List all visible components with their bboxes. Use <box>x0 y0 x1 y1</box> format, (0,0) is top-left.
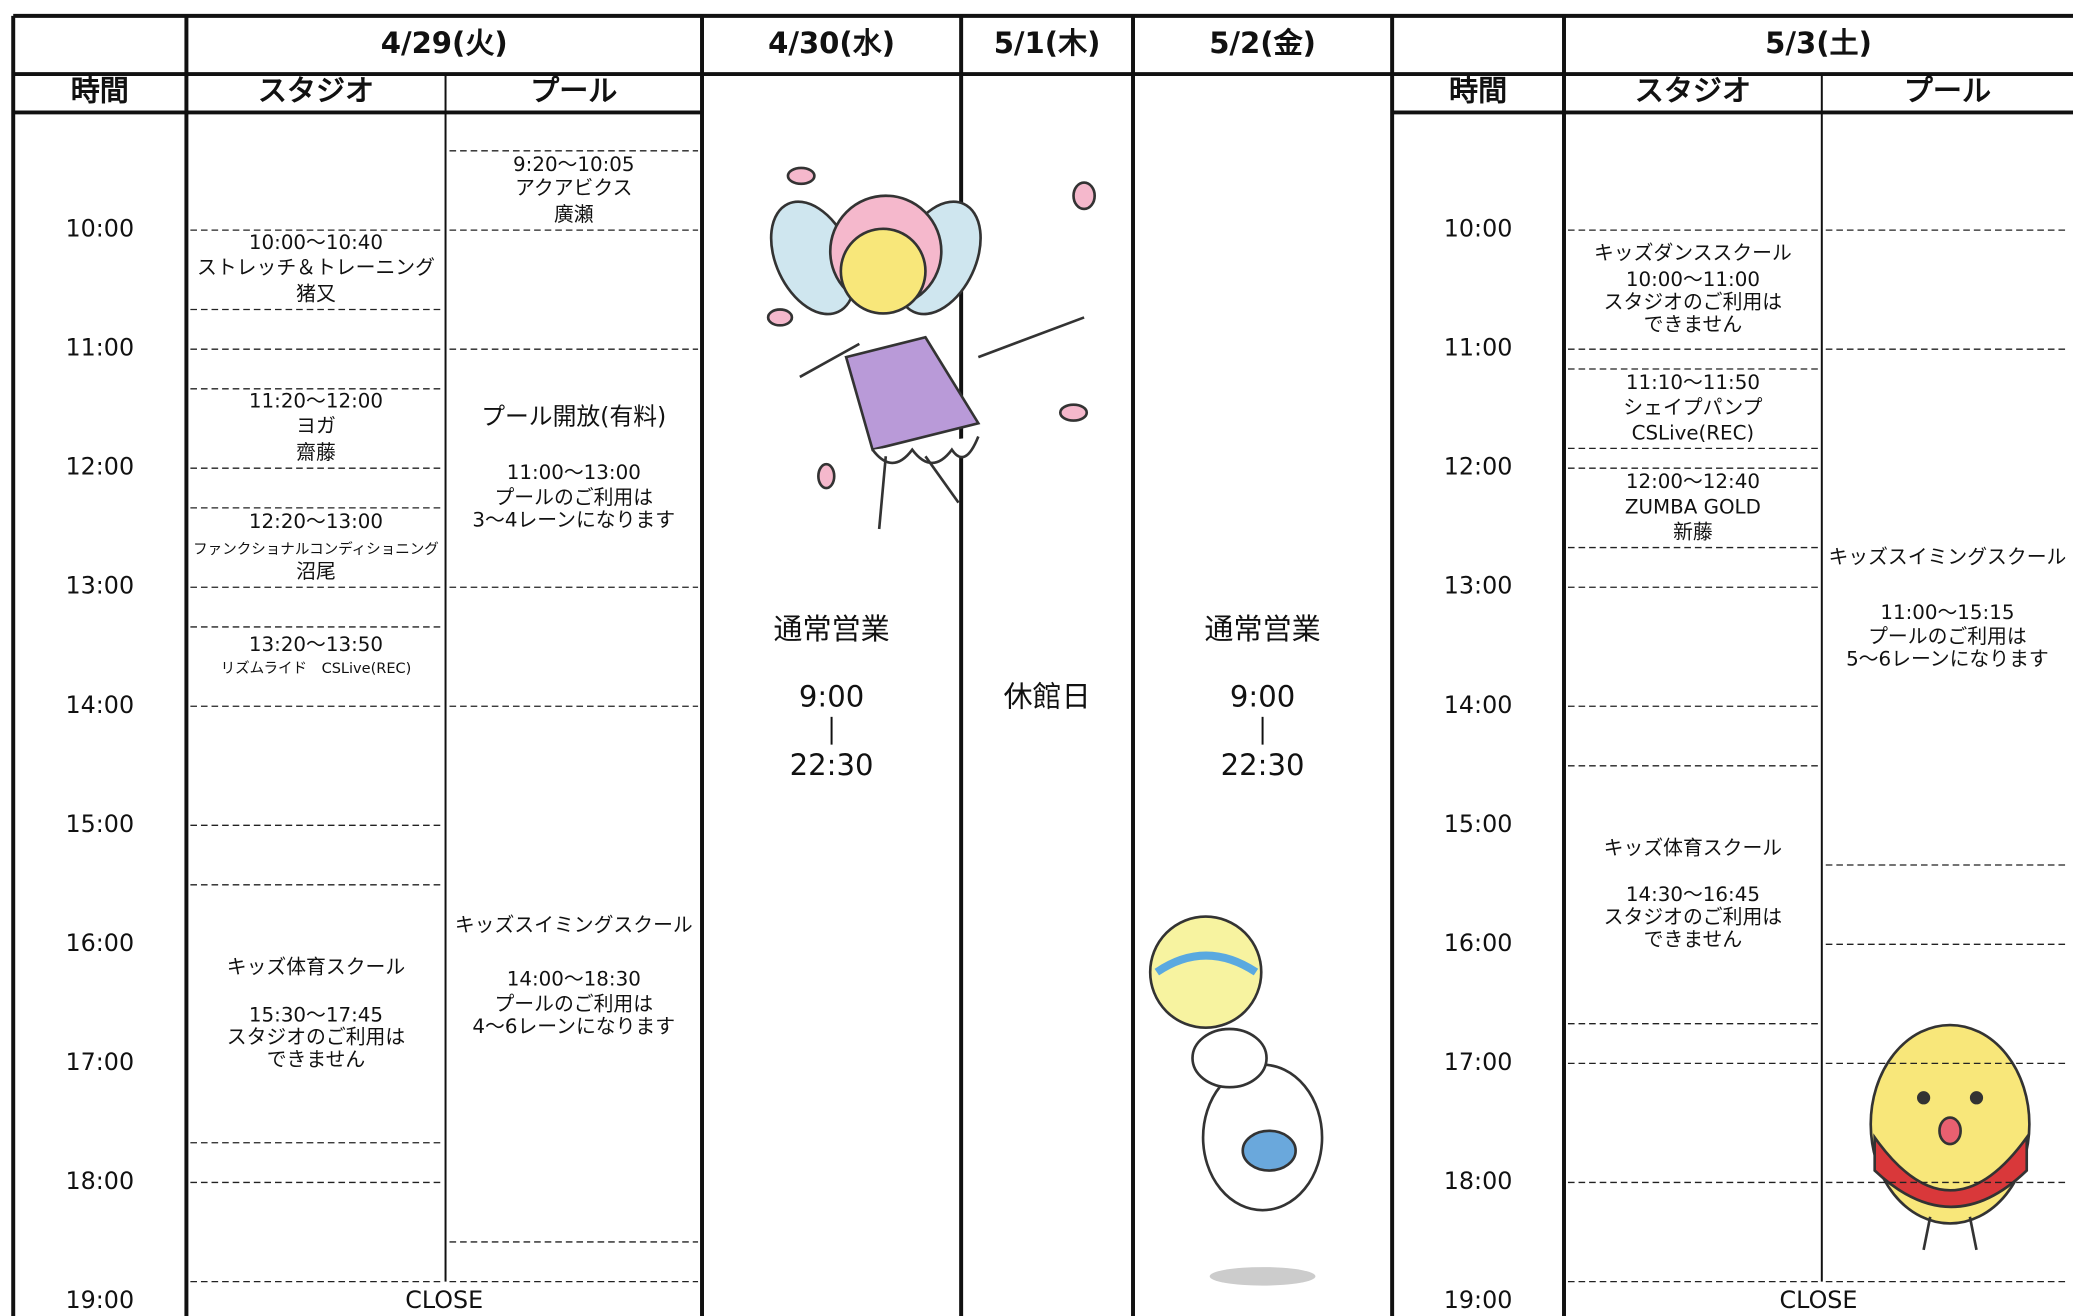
event-text: プールのご利用は <box>1868 625 2027 648</box>
note-title: 休館日 <box>1003 679 1090 713</box>
note-close: 22:30 <box>790 748 874 782</box>
egg-illustration <box>1869 1023 2031 1251</box>
event-text: 15:30～17:45 <box>249 1003 383 1026</box>
time-label: 14:00 <box>66 691 135 719</box>
event-text: 9:20～10:05 <box>513 153 634 176</box>
note-open: 9:00 <box>1230 679 1295 713</box>
event-text: 3～4レーンになります <box>472 509 675 532</box>
close-label: CLOSE <box>405 1286 483 1314</box>
time-label: 16:00 <box>66 929 135 957</box>
time-label: 12:00 <box>66 453 135 481</box>
event-text: ZUMBA GOLD <box>1625 495 1761 518</box>
event-text: プールのご利用は <box>494 993 653 1016</box>
date-header: 5/2(金) <box>1209 26 1316 60</box>
time-label: 13:00 <box>1444 572 1513 600</box>
event-text: キッズスイミングスクール <box>455 913 693 936</box>
time-label: 19:00 <box>66 1286 135 1314</box>
event-text: 11:10～11:50 <box>1626 371 1760 394</box>
event-text: リズムライド CSLive(REC) <box>221 660 412 677</box>
time-label: 19:00 <box>1444 1286 1513 1314</box>
event-text: キッズスイミングスクール <box>1828 546 2066 569</box>
note-title: 通常営業 <box>773 612 889 646</box>
time-label: 15:00 <box>66 810 135 838</box>
note-open: 9:00 <box>799 679 864 713</box>
column-header: プール <box>1904 74 1991 108</box>
event-text: 4～6レーンになります <box>472 1015 675 1038</box>
note-title: 通常営業 <box>1204 612 1320 646</box>
event-text: ヨガ <box>296 415 336 438</box>
event-text: プール開放(有料) <box>481 402 666 430</box>
date-header: 4/30(水) <box>768 26 895 60</box>
time-label: 18:00 <box>1444 1167 1513 1195</box>
event-text: キッズ体育スクール <box>227 956 405 979</box>
event-text: スタジオのご利用は <box>1604 905 1782 928</box>
event-text: シェイプパンプ <box>1623 396 1762 419</box>
event-text: 13:20～13:50 <box>249 633 383 656</box>
event-text: 11:20～12:00 <box>249 390 383 413</box>
date-header: 4/29(火) <box>381 26 508 60</box>
event-text: ファンクショナルコンディショニング <box>193 540 439 558</box>
date-header: 5/1(木) <box>994 26 1101 60</box>
event-text: 5～6レーンになります <box>1846 647 2049 670</box>
close-label: CLOSE <box>1780 1286 1858 1314</box>
column-header: スタジオ <box>1635 74 1751 108</box>
event-text: 新藤 <box>1673 521 1713 544</box>
event-text: キッズダンススクール <box>1594 241 1792 264</box>
event-text: ストレッチ＆トレーニング <box>197 256 435 279</box>
time-label: 11:00 <box>66 334 135 362</box>
time-label: 10:00 <box>66 215 135 243</box>
event-text: 沼尾 <box>296 560 336 583</box>
note-close: 22:30 <box>1221 748 1305 782</box>
event-text: 14:30～16:45 <box>1626 883 1760 906</box>
time-label: 18:00 <box>66 1167 135 1195</box>
event-text: できません <box>267 1048 366 1071</box>
event-text: 14:00～18:30 <box>507 968 641 991</box>
event-text: 11:00～15:15 <box>1880 601 2014 624</box>
event-text: 猪又 <box>296 282 336 305</box>
time-label: 11:00 <box>1444 334 1513 362</box>
dog-illustration <box>1148 915 1324 1286</box>
event-text: できません <box>1644 313 1743 336</box>
column-header: 時間 <box>71 74 129 108</box>
event-text: スタジオのご利用は <box>227 1026 405 1049</box>
event-text: 10:00～11:00 <box>1626 268 1760 291</box>
time-label: 12:00 <box>1444 453 1513 481</box>
column-header: プール <box>530 74 617 108</box>
event-text: スタジオのご利用は <box>1604 290 1782 313</box>
event-text: アクアビクス <box>515 177 632 200</box>
column-header: スタジオ <box>258 74 374 108</box>
event-text: プールのご利用は <box>494 486 653 509</box>
event-text: 廣瀬 <box>554 203 594 226</box>
time-label: 17:00 <box>66 1048 135 1076</box>
fairy-illustration <box>766 166 1096 530</box>
table-frame <box>11 13 2073 1316</box>
time-label: 15:00 <box>1444 810 1513 838</box>
time-label: 17:00 <box>1444 1048 1513 1076</box>
date-header: 5/3(土) <box>1765 26 1872 60</box>
event-text: 11:00～13:00 <box>507 461 641 484</box>
event-text: できません <box>1644 928 1743 951</box>
time-label: 14:00 <box>1444 691 1513 719</box>
event-text: 10:00～10:40 <box>249 231 383 254</box>
time-label: 13:00 <box>66 572 135 600</box>
time-label: 16:00 <box>1444 929 1513 957</box>
event-text: CSLive(REC) <box>1632 421 1755 444</box>
event-text: 12:20～13:00 <box>249 510 383 533</box>
event-text: キッズ体育スクール <box>1604 837 1782 860</box>
time-label: 10:00 <box>1444 215 1513 243</box>
column-header: 時間 <box>1449 74 1507 108</box>
event-text: 齋藤 <box>296 441 336 464</box>
event-text: 12:00～12:40 <box>1626 470 1760 493</box>
